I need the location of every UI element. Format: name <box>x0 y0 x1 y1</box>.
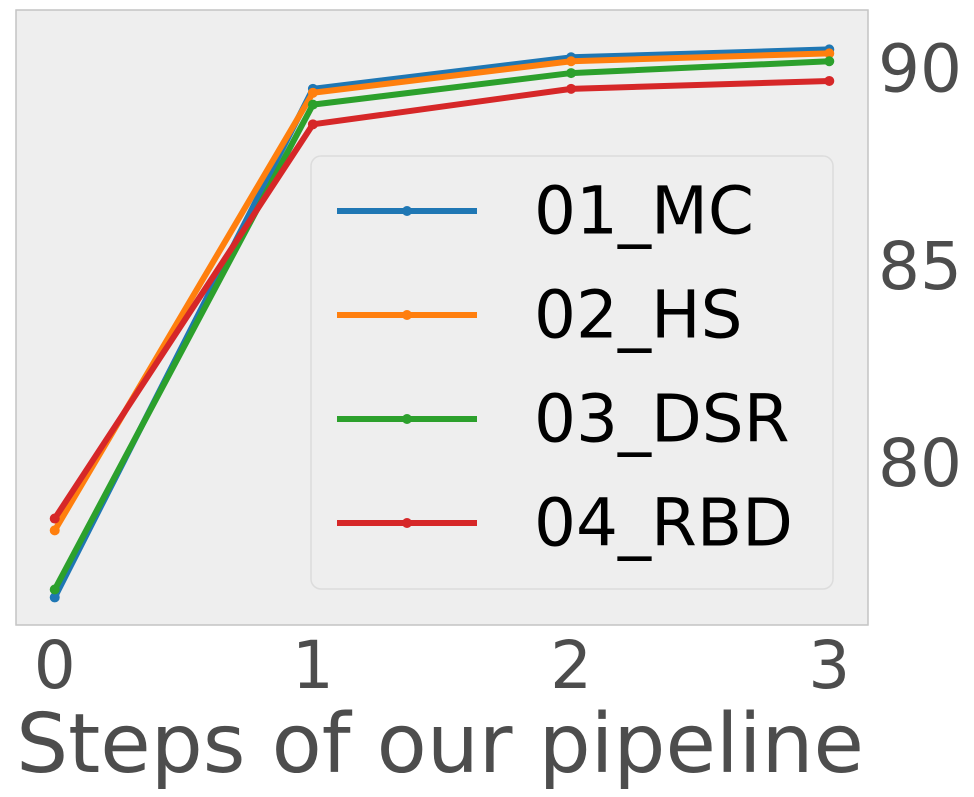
legend-item: 01_MC <box>337 173 754 250</box>
data-point <box>566 83 577 94</box>
legend: 01_MC 02_HS 03_DSR 04_RBD <box>310 155 834 590</box>
x-tick-label: 3 <box>808 627 850 704</box>
data-point <box>49 592 60 603</box>
y-tick-label: 80 <box>878 425 962 502</box>
data-point <box>824 48 835 59</box>
data-point <box>307 99 318 110</box>
legend-item: 02_HS <box>337 277 743 354</box>
series-04_RBD <box>49 75 835 524</box>
legend-marker <box>402 310 412 320</box>
legend-label: 04_RBD <box>534 485 793 562</box>
legend-label: 03_DSR <box>534 381 790 458</box>
legend-marker <box>402 518 412 528</box>
x-tick-label: 2 <box>550 627 592 704</box>
legend-frame <box>310 155 834 590</box>
series-line <box>51 77 833 522</box>
data-point <box>307 87 318 98</box>
data-point <box>566 68 577 79</box>
data-point <box>824 75 835 86</box>
data-point <box>307 119 318 130</box>
legend-item: 04_RBD <box>337 485 793 562</box>
legend-item: 03_DSR <box>337 381 790 458</box>
series-02_HS <box>49 48 835 536</box>
series-03_DSR <box>49 56 835 595</box>
data-point <box>49 584 60 595</box>
legend-marker <box>402 414 412 424</box>
legend-label: 02_HS <box>534 277 743 354</box>
data-point <box>49 525 60 536</box>
legend-label: 01_MC <box>534 173 754 250</box>
x-tick-labels: 0 1 2 3 <box>34 627 851 704</box>
legend-marker <box>402 206 412 216</box>
data-point <box>566 56 577 67</box>
y-tick-label: 90 <box>878 31 962 108</box>
series-layer <box>49 44 835 603</box>
x-tick-label: 0 <box>34 627 76 704</box>
x-tick-label: 1 <box>292 627 334 704</box>
y-tick-labels: 80 85 90 <box>878 31 962 502</box>
series-line <box>51 50 833 534</box>
series-line <box>51 58 833 593</box>
x-axis-label: Steps of our pipeline <box>16 697 864 792</box>
legend-items: 01_MC 02_HS 03_DSR 04_RBD <box>337 173 793 562</box>
data-point <box>824 56 835 67</box>
y-tick-label: 85 <box>878 228 962 305</box>
data-point <box>49 513 60 524</box>
